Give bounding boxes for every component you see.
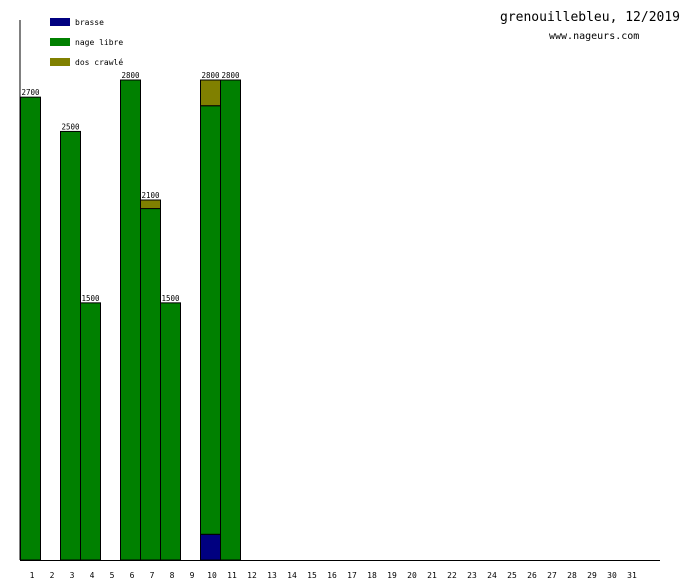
x-tick-label: 8 bbox=[170, 571, 175, 580]
x-tick-label: 2 bbox=[50, 571, 55, 580]
bar-total-label: 2800 bbox=[201, 71, 220, 80]
x-tick-label: 13 bbox=[267, 571, 277, 580]
x-tick-label: 10 bbox=[207, 571, 217, 580]
x-tick-label: 16 bbox=[327, 571, 337, 580]
x-tick-label: 27 bbox=[547, 571, 557, 580]
x-tick-label: 11 bbox=[227, 571, 237, 580]
x-tick-label: 25 bbox=[507, 571, 517, 580]
legend-swatch-nage-libre bbox=[50, 38, 70, 46]
x-tick-label: 1 bbox=[30, 571, 35, 580]
bar-nage-libre-day-6 bbox=[120, 79, 141, 561]
x-tick-label: 5 bbox=[110, 571, 115, 580]
x-tick-label: 17 bbox=[347, 571, 357, 580]
x-tick-label: 3 bbox=[70, 571, 75, 580]
bar-total-label: 2800 bbox=[121, 71, 140, 80]
legend-label: nage libre bbox=[75, 38, 123, 47]
legend-swatch-brasse bbox=[50, 18, 70, 26]
site-url: www.nageurs.com bbox=[549, 31, 640, 42]
bar-total-label: 2500 bbox=[61, 122, 80, 131]
legend-label: brasse bbox=[75, 18, 104, 27]
x-tick-label: 14 bbox=[287, 571, 297, 580]
bar-nage-libre-day-11 bbox=[220, 79, 241, 561]
x-tick-label: 7 bbox=[150, 571, 155, 580]
bar-nage-libre-day-4 bbox=[80, 302, 101, 561]
x-tick-label: 21 bbox=[427, 571, 437, 580]
bar-nage-libre-day-8 bbox=[160, 302, 181, 561]
x-tick-label: 28 bbox=[567, 571, 577, 580]
x-tick-label: 20 bbox=[407, 571, 417, 580]
bar-total-label: 2100 bbox=[141, 191, 160, 200]
bar-total-label: 1500 bbox=[81, 294, 100, 303]
legend-label: dos crawlé bbox=[75, 57, 123, 67]
x-tick-label: 19 bbox=[387, 571, 397, 580]
bar-nage-libre-day-3 bbox=[60, 130, 81, 561]
legend-swatch-dos-crawle bbox=[50, 58, 70, 66]
bar-dos-crawle-day-10 bbox=[200, 79, 221, 107]
x-tick-label: 24 bbox=[487, 571, 497, 580]
bar-nage-libre-day-10 bbox=[200, 105, 221, 535]
x-tick-label: 31 bbox=[627, 571, 637, 580]
bar-nage-libre-day-7 bbox=[140, 208, 161, 561]
chart-title: grenouillebleu, 12/2019 bbox=[500, 10, 680, 25]
x-tick-label: 18 bbox=[367, 571, 377, 580]
bar-total-label: 2700 bbox=[21, 88, 40, 97]
bar-brasse-day-10 bbox=[200, 533, 221, 561]
x-tick-label: 12 bbox=[247, 571, 257, 580]
x-tick-label: 4 bbox=[90, 571, 95, 580]
bar-nage-libre-day-1 bbox=[20, 96, 41, 561]
x-tick-label: 30 bbox=[607, 571, 617, 580]
x-tick-label: 26 bbox=[527, 571, 537, 580]
x-tick-label: 29 bbox=[587, 571, 597, 580]
bar-total-label: 1500 bbox=[161, 294, 180, 303]
x-tick-label: 23 bbox=[467, 571, 477, 580]
x-tick-label: 22 bbox=[447, 571, 457, 580]
bar-total-label: 2800 bbox=[221, 71, 240, 80]
x-tick-label: 15 bbox=[307, 571, 317, 580]
x-tick-label: 6 bbox=[130, 571, 135, 580]
x-tick-label: 9 bbox=[190, 571, 195, 580]
bar-dos-crawle-day-7 bbox=[140, 199, 161, 210]
